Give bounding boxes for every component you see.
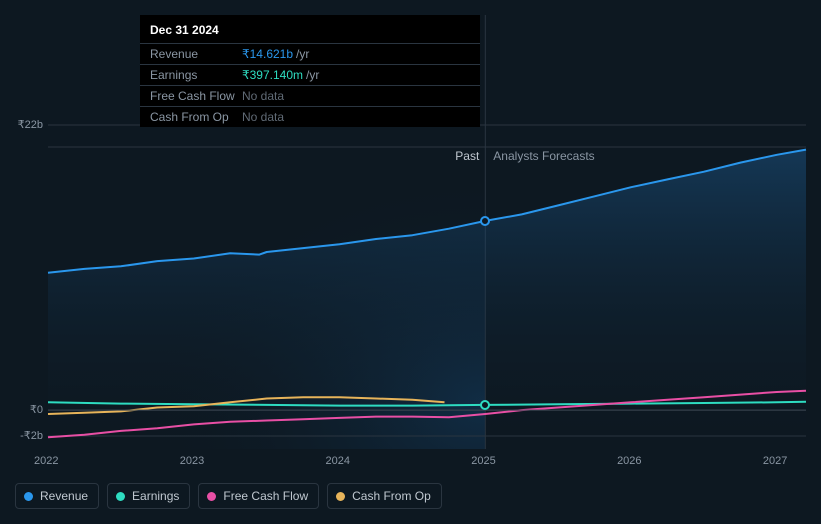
legend-dot-icon [24,492,33,501]
tooltip-row-label: Revenue [150,47,242,61]
tooltip-row-label: Free Cash Flow [150,89,242,103]
legend-label: Cash From Op [352,489,431,503]
legend-item-earnings[interactable]: Earnings [107,483,190,509]
x-axis-label: 2027 [763,455,787,467]
tooltip-row: Earnings₹397.140m/yr [140,65,480,85]
y-axis-label: ₹22b [18,118,43,131]
tooltip-row-unit: /yr [296,47,309,61]
financials-chart: ₹22b ₹0 -₹2b Past Analysts Forecasts 2022 2023… [0,0,821,524]
tooltip-row: Revenue₹14.621b/yr [140,44,480,64]
x-axis-label: 2025 [471,455,495,467]
chart-area: ₹22b₹0-₹2bPastAnalysts Forecasts20222023… [15,125,806,449]
legend-label: Revenue [40,489,88,503]
plot-region[interactable]: ₹22b₹0-₹2bPastAnalysts Forecasts20222023… [48,125,806,449]
cursor-tooltip: Dec 31 2024 Revenue₹14.621b/yrEarnings₹3… [140,15,480,127]
tooltip-row: Cash From OpNo data [140,107,480,127]
legend-dot-icon [116,492,125,501]
tooltip-row-value: No data [242,110,284,124]
tooltip-row-value: ₹397.140m [242,68,303,82]
y-axis-label: -₹2b [20,429,43,442]
legend-label: Free Cash Flow [223,489,308,503]
legend-dot-icon [336,492,345,501]
tooltip-row-unit: /yr [306,68,319,82]
y-axis-label: ₹0 [30,403,43,416]
label-forecast: Analysts Forecasts [493,149,594,163]
tooltip-row-value: No data [242,89,284,103]
label-past: Past [435,149,479,163]
tooltip-date: Dec 31 2024 [140,15,480,43]
x-axis-label: 2023 [180,455,204,467]
tooltip-row: Free Cash FlowNo data [140,86,480,106]
legend-label: Earnings [132,489,179,503]
legend-dot-icon [207,492,216,501]
x-axis-label: 2024 [326,455,350,467]
legend-item-revenue[interactable]: Revenue [15,483,99,509]
tooltip-rows: Revenue₹14.621b/yrEarnings₹397.140m/yrFr… [140,44,480,127]
tooltip-row-label: Earnings [150,68,242,82]
tooltip-row-label: Cash From Op [150,110,242,124]
legend-item-fcf[interactable]: Free Cash Flow [198,483,319,509]
legend: Revenue Earnings Free Cash Flow Cash From O… [15,483,442,509]
tooltip-row-value: ₹14.621b [242,47,293,61]
legend-item-cfo[interactable]: Cash From Op [327,483,442,509]
x-axis-label: 2022 [34,455,58,467]
x-axis-label: 2026 [617,455,641,467]
